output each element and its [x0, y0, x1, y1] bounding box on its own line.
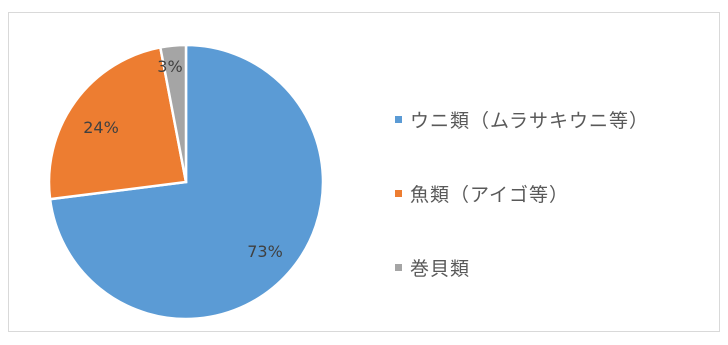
- pie-slice-fish: [47, 45, 188, 201]
- slice-label-fish: 24%: [83, 118, 119, 137]
- legend-swatch-sea-snails: [395, 263, 402, 271]
- legend-item-sea-snails: 巻貝類: [395, 230, 649, 304]
- legend-item-fish: 魚類（アイゴ等）: [395, 156, 649, 230]
- legend-label-sea-urchins: ウニ類（ムラサキウニ等）: [410, 109, 650, 132]
- legend-swatch-sea-urchins: [395, 115, 402, 123]
- legend-swatch-fish: [395, 189, 402, 197]
- legend-item-sea-urchins: ウニ類（ムラサキウニ等）: [395, 82, 649, 156]
- slice-label-sea-snails: 3%: [157, 57, 182, 76]
- legend: ウニ類（ムラサキウニ等） 魚類（アイゴ等） 巻貝類: [395, 82, 649, 304]
- pie-slice-sea-snails: [158, 43, 188, 183]
- legend-label-fish: 魚類（アイゴ等）: [410, 183, 570, 206]
- slice-label-sea-urchins: 73%: [247, 242, 283, 261]
- legend-label-sea-snails: 巻貝類: [410, 257, 471, 280]
